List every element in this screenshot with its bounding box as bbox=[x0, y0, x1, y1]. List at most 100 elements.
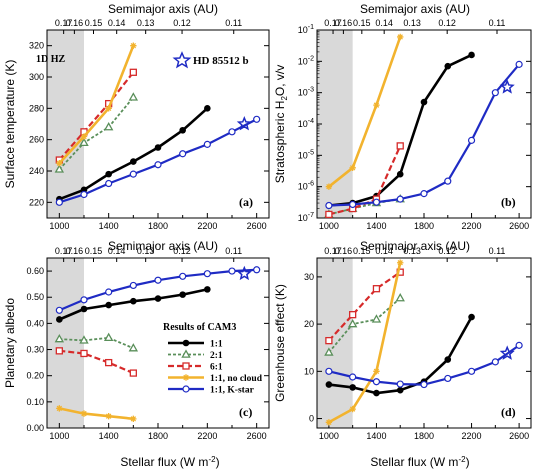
hz-band bbox=[317, 30, 353, 218]
x-tick-label: 1800 bbox=[414, 221, 434, 231]
x-tick-label: 1800 bbox=[148, 431, 168, 441]
star-icon bbox=[172, 51, 192, 69]
data-point-r1 bbox=[420, 98, 428, 106]
data-point-nocloud-stroke bbox=[80, 410, 88, 417]
panel-label: (c) bbox=[239, 405, 252, 419]
top-tick-label: 0.15 bbox=[353, 18, 371, 28]
data-point-kstar bbox=[325, 201, 333, 210]
top-tick-label: 0.13 bbox=[137, 18, 155, 28]
data-point-r1 bbox=[204, 105, 211, 112]
data-point-kstar bbox=[253, 266, 261, 274]
data-point-nocloud-stroke bbox=[325, 419, 333, 426]
legend-title: Results of CAM3 bbox=[163, 322, 236, 333]
top-tick-label: 0.14 bbox=[108, 18, 126, 28]
data-point-r2 bbox=[103, 332, 114, 342]
data-point-r1 bbox=[154, 295, 162, 302]
series-line-kstar bbox=[328, 63, 520, 207]
data-point-r1 bbox=[179, 291, 186, 298]
top-tick-label: 0.15 bbox=[85, 18, 103, 28]
data-point-nocloud-stroke bbox=[373, 368, 380, 375]
data-point-kstar bbox=[179, 150, 187, 158]
y-tick-label: 0.40 bbox=[26, 318, 44, 328]
data-point-nocloud bbox=[56, 159, 63, 167]
data-point-kstar bbox=[491, 89, 499, 97]
data-point-nocloud-stroke bbox=[56, 405, 63, 412]
x-tick-label: 2200 bbox=[197, 431, 217, 441]
data-point-kstar bbox=[420, 190, 428, 198]
data-point-nocloud-stroke bbox=[325, 183, 333, 190]
top-tick-label: 0.17 bbox=[324, 18, 342, 28]
y-tick-label: 0.20 bbox=[26, 371, 44, 381]
y-tick-label: 0 bbox=[309, 414, 314, 424]
data-point-r6 bbox=[325, 336, 333, 345]
data-point-nocloud-stroke bbox=[105, 105, 112, 112]
data-point-nocloud bbox=[56, 405, 63, 412]
data-point-nocloud-stroke bbox=[397, 259, 404, 266]
y-tick-label: 10 bbox=[304, 366, 314, 376]
legend-marker-kstar bbox=[182, 385, 190, 393]
series-line-kstar bbox=[58, 268, 257, 312]
data-point-r6 bbox=[80, 349, 88, 358]
data-point-kstar bbox=[491, 358, 499, 366]
data-point-kstar bbox=[55, 198, 63, 206]
y-axis-label: Stratospheric H2O, v/v bbox=[273, 65, 289, 184]
data-point-kstar bbox=[396, 380, 404, 388]
data-point-nocloud-stroke bbox=[80, 133, 88, 140]
top-tick-label: 0.13 bbox=[137, 246, 155, 256]
top-tick-label: 0.11 bbox=[225, 246, 242, 256]
y-tick-label: 20 bbox=[304, 319, 314, 329]
top-tick-label: 0.15 bbox=[353, 246, 371, 256]
x-tick-label: 2200 bbox=[197, 221, 217, 231]
series-line-r6 bbox=[328, 271, 401, 342]
top-tick-label: 0.16 bbox=[335, 246, 353, 256]
panel-d: 1000 1400 1800 2200 2600 0.170.16 0.15 0.14 0.13… bbox=[273, 246, 532, 441]
x-tick-label: 1000 bbox=[319, 431, 339, 441]
data-point-nocloud bbox=[373, 101, 380, 109]
y-tick-label: 320 bbox=[29, 41, 44, 51]
data-point-r1 bbox=[444, 62, 452, 70]
top-tick-label: 0.16 bbox=[335, 18, 353, 28]
legend-label-r1: 1:1 bbox=[210, 340, 223, 350]
series-line-r6 bbox=[58, 71, 135, 161]
data-point-nocloud bbox=[349, 405, 356, 413]
hz-band bbox=[317, 258, 353, 428]
y-tick-label: 0.00 bbox=[26, 423, 44, 433]
y-tick-label: 10-6 bbox=[298, 181, 314, 192]
data-point-r6 bbox=[129, 68, 137, 76]
data-point-nocloud bbox=[130, 42, 137, 49]
data-point-r1 bbox=[396, 386, 404, 394]
data-point-kstar bbox=[179, 272, 187, 280]
data-point-r6 bbox=[349, 311, 357, 319]
data-point-kstar bbox=[228, 128, 236, 136]
series-line-r2 bbox=[59, 336, 134, 350]
data-point-kstar bbox=[325, 367, 333, 375]
bottom-axis-label-right: Stellar flux (W m-2) bbox=[370, 455, 469, 469]
data-point-r1 bbox=[130, 297, 137, 305]
top-tick-label: 0.11 bbox=[225, 18, 242, 28]
data-point-r6 bbox=[105, 358, 113, 367]
data-point-r6 bbox=[55, 347, 63, 355]
data-point-kstar bbox=[515, 341, 523, 349]
x-tick-label: 2600 bbox=[247, 431, 267, 441]
legend: Results of CAM3 1:12:1 6:11:1, no cloud 1:… bbox=[163, 322, 263, 396]
legend-label-kstar: 1:1, K-star bbox=[210, 386, 255, 396]
y-tick-label: 10-4 bbox=[298, 118, 314, 129]
data-point-kstar bbox=[444, 374, 452, 383]
data-point-r6 bbox=[372, 285, 381, 293]
data-point-kstar bbox=[349, 200, 357, 209]
panel-label: (d) bbox=[501, 405, 516, 419]
data-point-nocloud bbox=[325, 183, 333, 190]
data-point-nocloud bbox=[397, 259, 404, 266]
data-point-kstar bbox=[129, 281, 137, 290]
data-point-r2 bbox=[324, 347, 334, 356]
data-point-nocloud bbox=[325, 419, 333, 426]
top-tick-label: 0.15 bbox=[85, 246, 103, 256]
data-point-nocloud bbox=[349, 164, 356, 172]
data-point-nocloud-stroke bbox=[130, 42, 137, 49]
data-point-kstar bbox=[396, 195, 404, 203]
data-point-kstar bbox=[203, 140, 211, 148]
data-point-r2 bbox=[54, 333, 65, 343]
series-line-nocloud bbox=[58, 45, 135, 165]
x-tick-label: 1000 bbox=[49, 431, 69, 441]
